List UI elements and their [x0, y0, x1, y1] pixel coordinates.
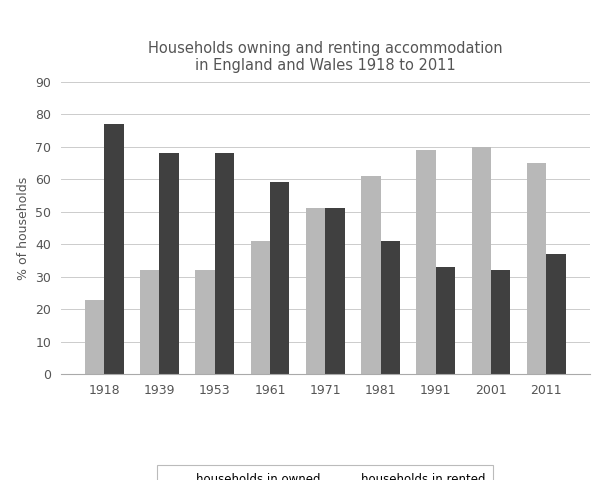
Bar: [491, 270, 511, 374]
Bar: [306, 208, 325, 374]
Bar: [361, 176, 381, 374]
Bar: [325, 208, 345, 374]
Bar: [85, 300, 104, 374]
Bar: [195, 270, 215, 374]
Legend: households in owned
accommodation, households in rented
accommodation: households in owned accommodation, house…: [157, 465, 494, 480]
Bar: [140, 270, 159, 374]
Bar: [547, 254, 565, 374]
Bar: [527, 163, 547, 374]
Bar: [416, 150, 436, 374]
Bar: [472, 147, 491, 374]
Title: Households owning and renting accommodation
in England and Wales 1918 to 2011: Households owning and renting accommodat…: [148, 41, 503, 73]
Bar: [159, 153, 179, 374]
Bar: [270, 182, 289, 374]
Y-axis label: % of households: % of households: [16, 176, 30, 280]
Bar: [250, 241, 270, 374]
Bar: [215, 153, 234, 374]
Bar: [436, 267, 455, 374]
Bar: [381, 241, 400, 374]
Bar: [104, 124, 123, 374]
